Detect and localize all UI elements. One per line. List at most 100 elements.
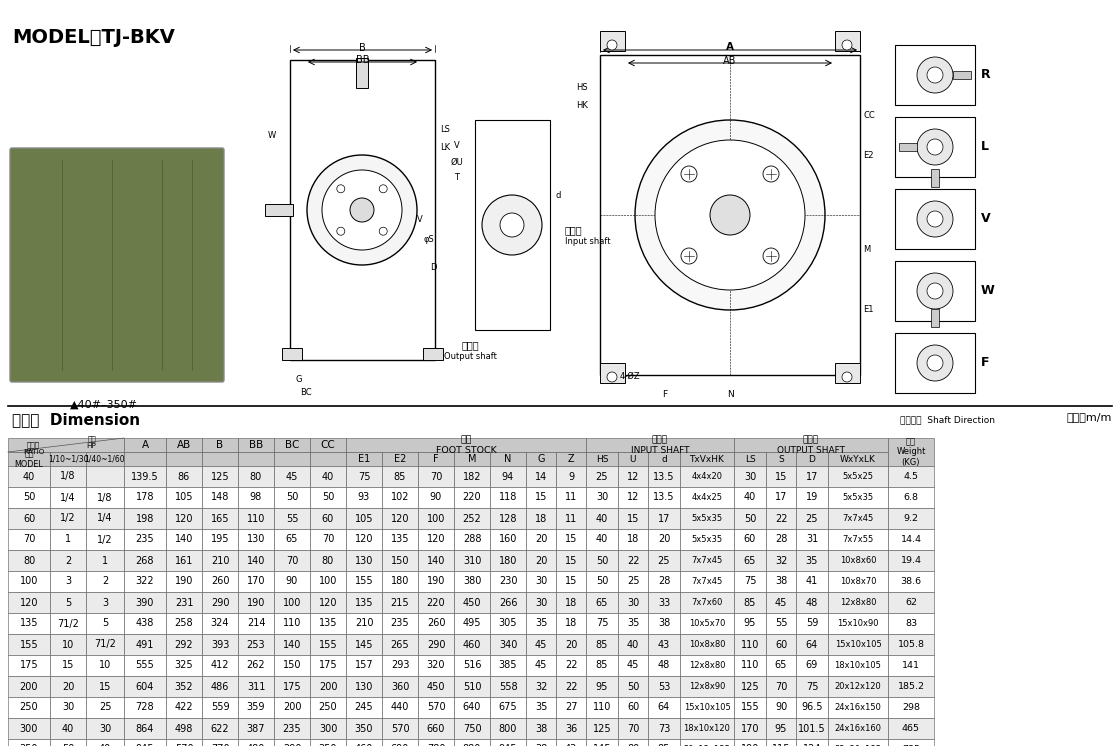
Bar — [86, 697, 124, 718]
Text: A: A — [726, 42, 734, 52]
Text: Z: Z — [568, 454, 575, 464]
Bar — [766, 655, 796, 676]
Circle shape — [337, 228, 345, 235]
Text: 15: 15 — [627, 513, 640, 524]
Text: 17: 17 — [805, 471, 819, 481]
Text: 48: 48 — [657, 660, 670, 671]
Text: 12: 12 — [627, 471, 640, 481]
Text: 210: 210 — [211, 556, 230, 565]
Bar — [8, 550, 50, 571]
Bar — [734, 676, 766, 697]
Bar — [454, 613, 491, 634]
Circle shape — [380, 185, 388, 192]
Bar — [310, 697, 346, 718]
Text: 252: 252 — [463, 513, 482, 524]
Text: 20x12x120: 20x12x120 — [834, 682, 881, 691]
Text: BC: BC — [300, 388, 311, 397]
Bar — [796, 571, 828, 592]
Bar — [237, 634, 274, 655]
Text: F: F — [433, 454, 439, 464]
Bar — [526, 634, 556, 655]
Text: 1/2: 1/2 — [97, 534, 113, 545]
Text: 728: 728 — [136, 703, 155, 712]
Text: 770: 770 — [211, 745, 230, 746]
Text: 18x10x120: 18x10x120 — [683, 724, 730, 733]
Bar — [382, 571, 418, 592]
Bar — [124, 739, 166, 746]
Text: 45: 45 — [535, 639, 548, 650]
Text: 10: 10 — [99, 660, 111, 671]
Text: L: L — [981, 140, 989, 154]
Bar — [86, 529, 124, 550]
Bar — [888, 508, 934, 529]
Bar — [680, 697, 734, 718]
Text: 125: 125 — [592, 724, 612, 733]
Bar — [526, 487, 556, 508]
Text: 293: 293 — [391, 660, 409, 671]
Bar — [86, 592, 124, 613]
Text: 322: 322 — [136, 577, 155, 586]
Text: A: A — [141, 440, 149, 450]
Text: U: U — [629, 454, 636, 463]
Bar — [86, 634, 124, 655]
Bar — [346, 550, 382, 571]
Bar — [828, 676, 888, 697]
Circle shape — [655, 140, 805, 290]
Bar — [290, 60, 435, 360]
Text: 115: 115 — [772, 745, 791, 746]
Bar — [556, 508, 586, 529]
Text: 25: 25 — [627, 577, 640, 586]
Text: 1/4: 1/4 — [97, 513, 113, 524]
Text: 558: 558 — [498, 682, 517, 692]
Bar — [124, 550, 166, 571]
Text: 10x8x70: 10x8x70 — [840, 577, 876, 586]
Bar — [202, 676, 237, 697]
Bar — [680, 655, 734, 676]
Text: TxVxHK: TxVxHK — [690, 454, 725, 463]
Text: 出力軸
OUTPUT SHAFT: 出力軸 OUTPUT SHAFT — [777, 436, 844, 455]
Text: 214: 214 — [246, 618, 265, 628]
Bar — [274, 466, 310, 487]
Bar — [382, 466, 418, 487]
Bar — [356, 58, 368, 88]
Text: 15: 15 — [564, 556, 577, 565]
Bar — [680, 592, 734, 613]
Bar — [346, 739, 382, 746]
Text: 86: 86 — [178, 471, 190, 481]
Circle shape — [763, 248, 780, 264]
Text: φS: φS — [423, 236, 433, 245]
Bar — [680, 571, 734, 592]
Text: 13.5: 13.5 — [653, 492, 674, 503]
Text: 65: 65 — [596, 598, 608, 607]
Bar — [618, 529, 648, 550]
Text: 20: 20 — [535, 534, 548, 545]
Text: 3: 3 — [102, 598, 108, 607]
Bar — [586, 571, 618, 592]
Text: 175: 175 — [319, 660, 337, 671]
Bar — [310, 718, 346, 739]
Circle shape — [337, 185, 345, 192]
Bar — [836, 363, 860, 383]
Bar — [237, 452, 274, 466]
Text: 235: 235 — [136, 534, 155, 545]
Text: 245: 245 — [355, 703, 373, 712]
Circle shape — [607, 40, 617, 50]
Text: 25: 25 — [805, 513, 819, 524]
Text: 160: 160 — [498, 534, 517, 545]
Text: G: G — [295, 375, 301, 384]
Text: 393: 393 — [211, 639, 230, 650]
Bar — [346, 508, 382, 529]
Text: 495: 495 — [463, 618, 482, 628]
Text: 170: 170 — [740, 724, 759, 733]
Text: 260: 260 — [427, 618, 446, 628]
Bar — [600, 363, 625, 383]
Text: 945: 945 — [136, 745, 155, 746]
Text: 80: 80 — [321, 556, 334, 565]
Bar — [586, 697, 618, 718]
Text: 310: 310 — [463, 556, 482, 565]
Bar — [50, 508, 86, 529]
Bar — [8, 697, 50, 718]
Bar — [828, 592, 888, 613]
Bar — [346, 487, 382, 508]
Bar — [346, 676, 382, 697]
